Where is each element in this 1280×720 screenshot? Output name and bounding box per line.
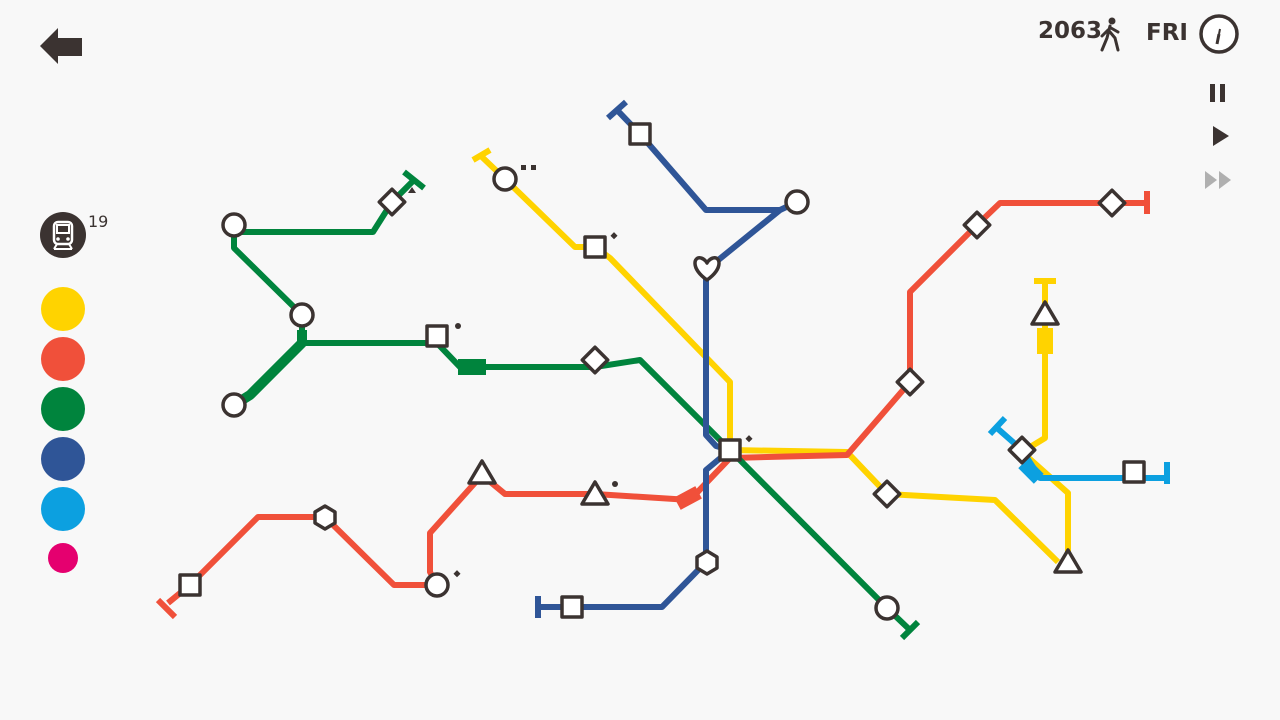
station-circle[interactable]	[221, 212, 247, 238]
station-square[interactable]	[718, 438, 742, 462]
back-arrow-icon[interactable]	[36, 26, 86, 66]
passenger-circle	[455, 323, 461, 329]
blue-line[interactable]	[535, 99, 800, 618]
station-circle[interactable]	[874, 595, 900, 621]
passenger-square	[521, 165, 526, 170]
clock-icon[interactable]	[1198, 13, 1240, 55]
station-diamond[interactable]	[962, 210, 992, 240]
station-hexagon[interactable]	[313, 504, 337, 531]
station-circle[interactable]	[424, 572, 450, 598]
passenger-count: 2063	[1038, 18, 1103, 44]
passenger-circle	[612, 481, 618, 487]
station-square[interactable]	[1122, 460, 1146, 484]
weekday-label: FRI	[1146, 20, 1188, 46]
station-square[interactable]	[560, 595, 584, 619]
green-line[interactable]	[231, 169, 921, 641]
station-diamond[interactable]	[377, 187, 407, 217]
station-heart[interactable]	[693, 256, 721, 282]
locomotive-count: 19	[88, 212, 109, 231]
station-triangle[interactable]	[580, 480, 610, 506]
line-color-blue[interactable]	[41, 437, 85, 481]
line-color-magenta[interactable]	[48, 543, 78, 573]
station-diamond[interactable]	[872, 479, 902, 509]
line-color-red[interactable]	[41, 337, 85, 381]
station-diamond[interactable]	[1007, 435, 1037, 465]
passenger-diamond	[453, 570, 461, 578]
station-diamond[interactable]	[1097, 188, 1127, 218]
station-square[interactable]	[425, 324, 449, 348]
pause-icon[interactable]	[1203, 78, 1233, 108]
station-triangle[interactable]	[1030, 300, 1060, 326]
station-hexagon[interactable]	[695, 549, 719, 576]
station-circle[interactable]	[289, 302, 315, 328]
station-square[interactable]	[628, 122, 652, 146]
passenger-walking-icon	[1100, 17, 1120, 52]
station-diamond[interactable]	[580, 345, 610, 375]
passenger-triangle	[408, 187, 416, 193]
station-triangle[interactable]	[1053, 548, 1083, 574]
station-diamond[interactable]	[895, 367, 925, 397]
locomotive-icon[interactable]	[39, 211, 87, 259]
passenger-diamond	[610, 232, 618, 240]
station-circle[interactable]	[221, 392, 247, 418]
line-color-green[interactable]	[41, 387, 85, 431]
station-triangle[interactable]	[467, 459, 497, 485]
fast-forward-icon[interactable]	[1202, 165, 1238, 195]
line-color-cyan[interactable]	[41, 487, 85, 531]
station-circle[interactable]	[784, 189, 810, 215]
passenger-square	[531, 165, 536, 170]
play-icon[interactable]	[1205, 121, 1235, 151]
passenger-diamond	[745, 435, 753, 443]
station-circle[interactable]	[492, 166, 518, 192]
station-square[interactable]	[178, 573, 202, 597]
line-color-yellow[interactable]	[41, 287, 85, 331]
red-line[interactable]	[155, 191, 1150, 620]
station-square[interactable]	[583, 235, 607, 259]
